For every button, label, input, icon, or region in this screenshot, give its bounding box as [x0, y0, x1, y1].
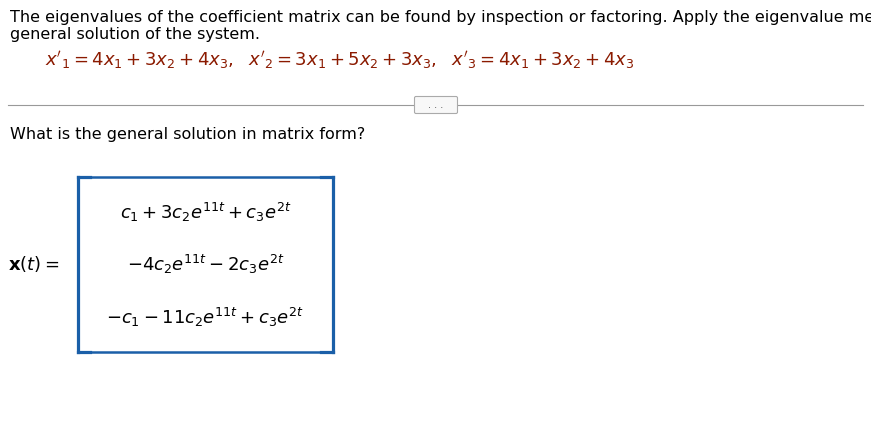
Text: . . .: . . .: [429, 100, 443, 110]
Text: $x'_1 = 4x_1 + 3x_2 + 4x_3,\ \ x'_2 = 3x_1 + 5x_2 + 3x_3,\ \ x'_3 = 4x_1 + 3x_2 : $x'_1 = 4x_1 + 3x_2 + 4x_3,\ \ x'_2 = 3x…: [45, 49, 635, 71]
FancyBboxPatch shape: [415, 96, 457, 114]
Text: $- c_1 - 11c_2e^{11t} + c_3e^{2t}$: $- c_1 - 11c_2e^{11t} + c_3e^{2t}$: [106, 305, 305, 328]
Text: $\mathbf{x}(t) =$: $\mathbf{x}(t) =$: [8, 255, 59, 274]
Text: $c_1 + 3c_2e^{11t} + c_3e^{2t}$: $c_1 + 3c_2e^{11t} + c_3e^{2t}$: [119, 201, 291, 224]
Text: $- 4c_2e^{11t} - 2c_3e^{2t}$: $- 4c_2e^{11t} - 2c_3e^{2t}$: [127, 253, 284, 276]
Text: general solution of the system.: general solution of the system.: [10, 27, 260, 42]
Text: What is the general solution in matrix form?: What is the general solution in matrix f…: [10, 127, 365, 142]
Bar: [78, 177, 333, 352]
Text: The eigenvalues of the coefficient matrix can be found by inspection or factorin: The eigenvalues of the coefficient matri…: [10, 10, 871, 25]
